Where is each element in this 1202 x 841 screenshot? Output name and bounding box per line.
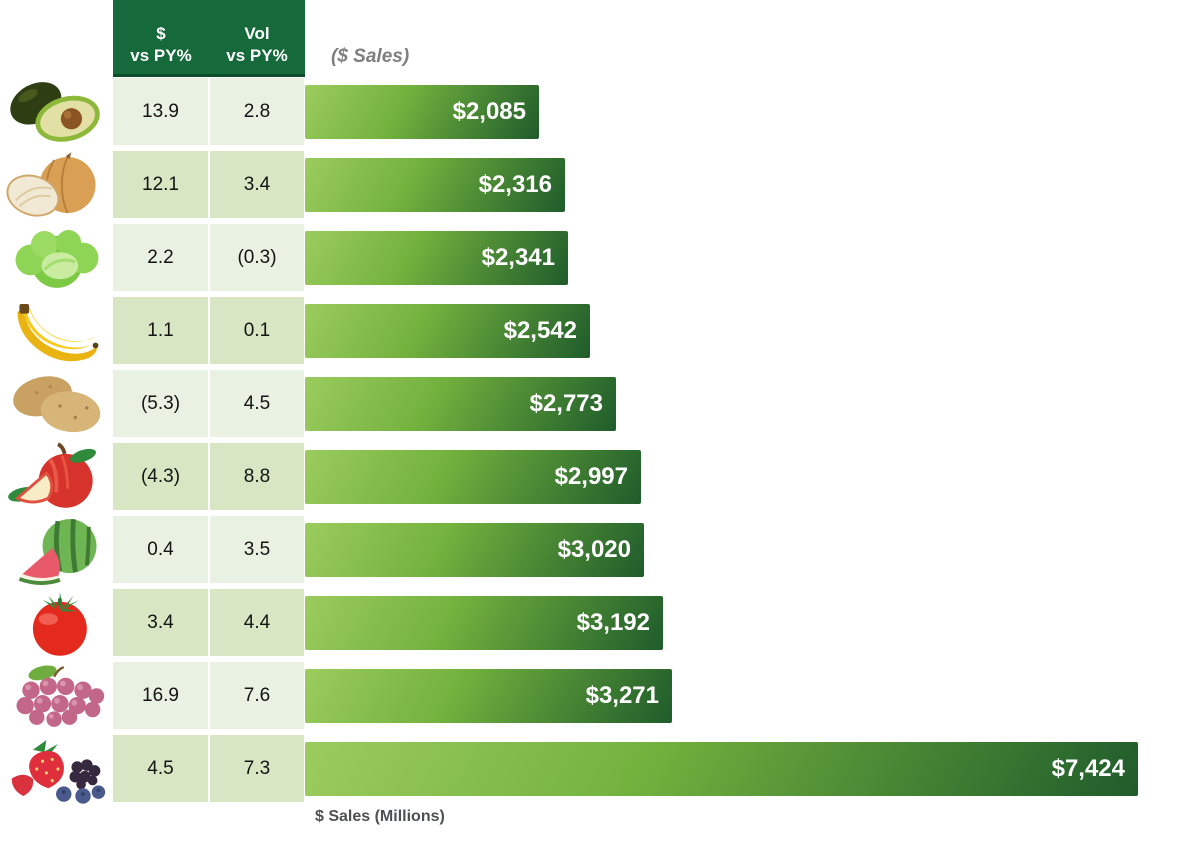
bar-area: $2,997 xyxy=(304,443,1202,510)
vol-vs-py-cell: 7.6 xyxy=(210,662,304,729)
bar-area: $2,773 xyxy=(304,370,1202,437)
avocado-icon xyxy=(0,78,113,145)
vol-vs-py-cell: 4.5 xyxy=(210,370,304,437)
table-header: $ vs PY% Vol vs PY% xyxy=(113,0,305,77)
dollar-vs-py-cell: (4.3) xyxy=(113,443,208,510)
sales-bar: $3,192 xyxy=(305,595,663,650)
vol-vs-py-cell: 0.1 xyxy=(210,297,304,364)
berries-icon xyxy=(0,735,113,804)
produce-row: (4.3) 8.8 $2,997 xyxy=(0,441,1202,510)
vol-header-line2: vs PY% xyxy=(226,45,288,65)
dollar-vs-py-cell: (5.3) xyxy=(113,370,208,437)
produce-row: 13.9 2.8 $2,085 xyxy=(0,78,1202,145)
sales-value-label: $2,773 xyxy=(529,389,603,417)
vol-header-line1: Vol xyxy=(244,23,270,43)
produce-row: 4.5 7.3 $7,424 xyxy=(0,735,1202,804)
produce-row: 3.4 4.4 $3,192 xyxy=(0,589,1202,656)
vol-vs-py-cell: 3.5 xyxy=(210,516,304,583)
sales-bar: $2,542 xyxy=(305,303,590,358)
dollar-vs-py-cell: 4.5 xyxy=(113,735,208,802)
sales-value-label: $7,424 xyxy=(1051,754,1125,782)
lettuce-icon xyxy=(0,224,113,291)
dollar-vs-py-cell: 16.9 xyxy=(113,662,208,729)
sales-value-label: $3,020 xyxy=(557,535,631,563)
sales-bar: $3,020 xyxy=(305,522,644,577)
watermelon-icon xyxy=(0,516,113,585)
sales-value-label: $2,997 xyxy=(554,462,628,490)
sales-bar: $7,424 xyxy=(305,741,1138,796)
sales-bar: $2,773 xyxy=(305,376,616,431)
sales-bar: $2,341 xyxy=(305,230,568,285)
dollar-vs-py-cell: 13.9 xyxy=(113,78,208,145)
apple-icon xyxy=(0,441,113,510)
sales-bar: $2,316 xyxy=(305,157,565,212)
dollar-vs-py-cell: 2.2 xyxy=(113,224,208,291)
vol-vs-py-cell: 7.3 xyxy=(210,735,304,802)
sales-bar: $3,271 xyxy=(305,668,672,723)
vol-vs-py-cell: 8.8 xyxy=(210,443,304,510)
x-axis-label: $ Sales (Millions) xyxy=(315,808,445,825)
bar-area: $3,271 xyxy=(304,662,1202,729)
sales-value-label: $3,271 xyxy=(585,681,659,709)
sales-value-label: $2,316 xyxy=(478,170,552,198)
grapes-icon xyxy=(0,662,113,729)
sales-bar: $2,085 xyxy=(305,84,539,139)
dollar-vs-py-cell: 1.1 xyxy=(113,297,208,364)
dollar-header-line2: vs PY% xyxy=(130,45,192,65)
vol-vs-py-cell: (0.3) xyxy=(210,224,304,291)
dollar-header-line1: $ xyxy=(156,23,166,43)
bar-area: $3,020 xyxy=(304,516,1202,583)
produce-row: 12.1 3.4 $2,316 xyxy=(0,151,1202,218)
sales-value-label: $2,542 xyxy=(503,316,577,344)
produce-row: 2.2 (0.3) $2,341 xyxy=(0,224,1202,291)
dollar-vs-py-header: $ vs PY% xyxy=(113,0,209,74)
bar-area: $2,316 xyxy=(304,151,1202,218)
icon-column-spacer xyxy=(0,0,113,77)
onion-icon xyxy=(0,151,113,218)
sales-value-label: $3,192 xyxy=(576,608,650,636)
sales-value-label: $2,341 xyxy=(481,243,555,271)
vol-vs-py-header: Vol vs PY% xyxy=(209,0,305,74)
bars-axis-title: ($ Sales) xyxy=(331,46,410,67)
vol-vs-py-cell: 4.4 xyxy=(210,589,304,656)
banana-icon xyxy=(0,297,113,364)
table-header-band: $ vs PY% Vol vs PY% ($ Sales) xyxy=(0,0,1202,77)
dollar-vs-py-cell: 12.1 xyxy=(113,151,208,218)
bar-area: $3,192 xyxy=(304,589,1202,656)
produce-row: 16.9 7.6 $3,271 xyxy=(0,662,1202,729)
bar-area: $2,085 xyxy=(304,78,1202,145)
vol-vs-py-cell: 3.4 xyxy=(210,151,304,218)
produce-row: (5.3) 4.5 $2,773 xyxy=(0,370,1202,437)
sales-bar: $2,997 xyxy=(305,449,641,504)
bar-area: $2,542 xyxy=(304,297,1202,364)
bar-area: $2,341 xyxy=(304,224,1202,291)
dollar-vs-py-cell: 3.4 xyxy=(113,589,208,656)
sales-value-label: $2,085 xyxy=(452,97,526,125)
potato-icon xyxy=(0,370,113,437)
vol-vs-py-cell: 2.8 xyxy=(210,78,304,145)
produce-row: 0.4 3.5 $3,020 xyxy=(0,516,1202,585)
dollar-vs-py-cell: 0.4 xyxy=(113,516,208,583)
tomato-icon xyxy=(0,589,113,656)
bar-area: $7,424 xyxy=(304,735,1202,802)
produce-rows: 13.9 2.8 $2,085 12.1 3.4 $2,316 2.2 xyxy=(0,78,1202,804)
produce-row: 1.1 0.1 $2,542 xyxy=(0,297,1202,364)
